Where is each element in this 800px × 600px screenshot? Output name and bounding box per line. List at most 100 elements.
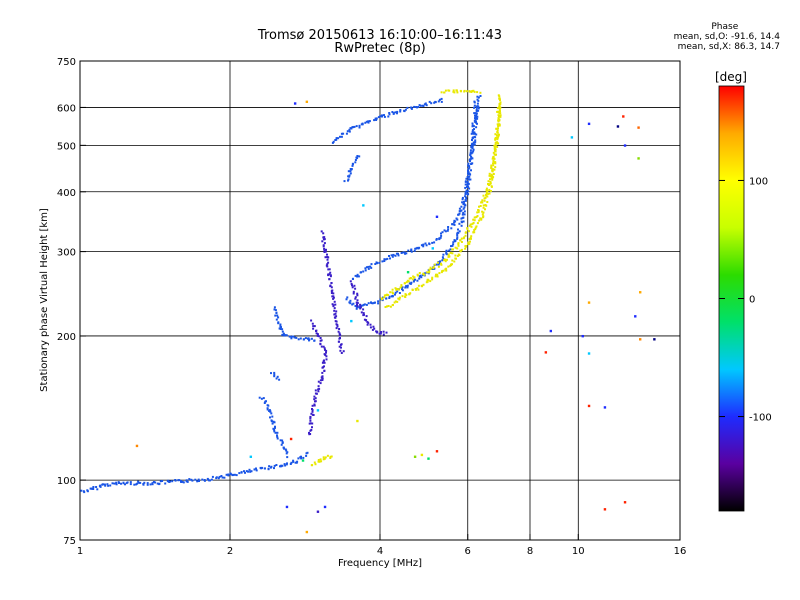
trace-point — [417, 106, 420, 108]
scatter-point — [406, 270, 410, 274]
scatter-point — [323, 505, 327, 509]
trace-point — [244, 471, 246, 474]
scatter-point — [316, 409, 320, 412]
trace-point — [313, 339, 316, 342]
trace-point — [464, 191, 467, 193]
trace-point — [469, 154, 472, 157]
trace-point — [406, 286, 409, 289]
x-tick-label: 4 — [377, 546, 383, 557]
trace-point — [266, 407, 269, 410]
trace-point — [474, 132, 476, 135]
trace-point — [475, 225, 478, 228]
trace-point — [497, 117, 500, 120]
trace-point — [409, 292, 412, 295]
trace-point — [329, 455, 332, 458]
trace-point — [413, 276, 416, 279]
trace-point — [356, 273, 359, 276]
trace-point — [430, 102, 433, 105]
trace-point — [410, 249, 413, 252]
trace-point — [499, 110, 501, 113]
trace-point — [387, 294, 390, 297]
trace-point — [325, 358, 328, 361]
trace-point — [424, 242, 427, 245]
trace-point — [433, 241, 436, 244]
trace-point — [321, 379, 324, 381]
trace-point — [374, 263, 377, 265]
trace-point — [308, 422, 311, 425]
trace-point — [405, 252, 408, 255]
trace-point — [439, 260, 442, 263]
y-tick-label: 400 — [57, 188, 76, 199]
trace-point — [276, 431, 279, 434]
trace-point — [354, 297, 357, 300]
trace-point — [322, 456, 325, 459]
scatter-point — [639, 291, 642, 294]
trace-point — [351, 286, 354, 289]
trace-point — [466, 90, 468, 93]
scatter-point — [350, 319, 353, 323]
trace-point — [456, 237, 459, 240]
trace-point — [475, 105, 478, 108]
data-points — [80, 89, 656, 534]
trace-point — [362, 312, 365, 315]
scatter-point — [603, 508, 607, 511]
trace-point — [386, 257, 389, 260]
trace-point — [490, 166, 493, 169]
trace-point — [355, 156, 358, 159]
trace-point — [422, 273, 425, 276]
trace-point — [299, 337, 302, 340]
trace-point — [466, 184, 469, 187]
trace-point — [370, 266, 373, 269]
trace-point — [330, 292, 333, 294]
trace-point — [468, 90, 471, 93]
colorbar: [deg] 100 0 -100 — [715, 70, 772, 512]
trace-point — [321, 366, 324, 369]
trace-point — [311, 426, 313, 429]
trace-point — [277, 322, 280, 325]
scatter-point — [587, 301, 591, 304]
trace-point — [338, 332, 341, 335]
trace-point — [456, 255, 459, 257]
trace-point — [310, 319, 313, 322]
trace-point — [497, 127, 499, 130]
trace-point — [460, 224, 463, 227]
trace-point — [479, 205, 482, 207]
trace-point — [394, 287, 397, 290]
trace-point — [371, 302, 374, 305]
trace-point — [368, 120, 371, 123]
trace-point — [410, 250, 413, 253]
trace-point — [164, 482, 167, 485]
trace-point — [311, 422, 314, 425]
trace-point — [469, 158, 472, 161]
trace-point — [330, 282, 333, 284]
trace-point — [497, 94, 500, 97]
trace-point — [137, 480, 140, 483]
trace-point — [493, 157, 496, 160]
trace-point — [474, 112, 477, 115]
trace-point — [498, 104, 501, 107]
trace-point — [476, 115, 479, 118]
trace-point — [350, 282, 353, 285]
trace-point — [454, 246, 457, 249]
trace-point — [211, 475, 214, 478]
trace-point — [314, 389, 317, 392]
trace-point — [188, 478, 191, 481]
trace-point — [327, 268, 330, 271]
trace-point — [407, 280, 410, 283]
trace-point — [464, 231, 467, 234]
trace-point — [418, 104, 421, 107]
trace-point — [348, 174, 351, 177]
trace-point — [367, 265, 370, 268]
trace-point — [365, 315, 368, 318]
trace-point — [498, 119, 501, 122]
trace-point — [273, 421, 276, 424]
trace-point — [171, 480, 174, 483]
trace-point — [464, 247, 467, 250]
trace-point — [290, 461, 293, 464]
trace-point — [355, 125, 358, 128]
trace-point — [438, 98, 441, 101]
trace-point — [388, 113, 391, 116]
trace-point — [433, 267, 436, 270]
trace-point — [458, 222, 461, 225]
trace-point — [201, 478, 204, 481]
